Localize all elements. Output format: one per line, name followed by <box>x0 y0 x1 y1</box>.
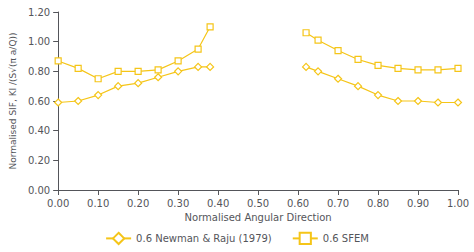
svg-text:Normalised Angular Direction: Normalised Angular Direction <box>185 212 332 223</box>
svg-text:0.70: 0.70 <box>327 198 349 209</box>
svg-text:1.00: 1.00 <box>447 198 469 209</box>
svg-text:0.40: 0.40 <box>207 198 229 209</box>
svg-text:0.80: 0.80 <box>367 198 389 209</box>
svg-text:0.6 SFEM: 0.6 SFEM <box>323 233 369 244</box>
svg-text:0.00: 0.00 <box>28 185 50 196</box>
svg-text:0.60: 0.60 <box>28 96 50 107</box>
svg-text:0.40: 0.40 <box>28 125 50 136</box>
svg-text:Normalised SIF, KI /(S√(π a/Q): Normalised SIF, KI /(S√(π a/Q)) <box>8 33 18 170</box>
svg-text:0.80: 0.80 <box>28 66 50 77</box>
svg-text:0.90: 0.90 <box>407 198 429 209</box>
svg-text:0.00: 0.00 <box>47 198 69 209</box>
svg-text:0.60: 0.60 <box>287 198 309 209</box>
svg-text:0.10: 0.10 <box>87 198 109 209</box>
svg-text:1.00: 1.00 <box>28 36 50 47</box>
svg-text:0.30: 0.30 <box>167 198 189 209</box>
svg-text:0.20: 0.20 <box>127 198 149 209</box>
svg-text:0.6 Newman & Raju (1979): 0.6 Newman & Raju (1979) <box>136 233 272 244</box>
svg-text:1.20: 1.20 <box>28 7 50 18</box>
svg-text:0.50: 0.50 <box>247 198 269 209</box>
svg-text:0.20: 0.20 <box>28 155 50 166</box>
